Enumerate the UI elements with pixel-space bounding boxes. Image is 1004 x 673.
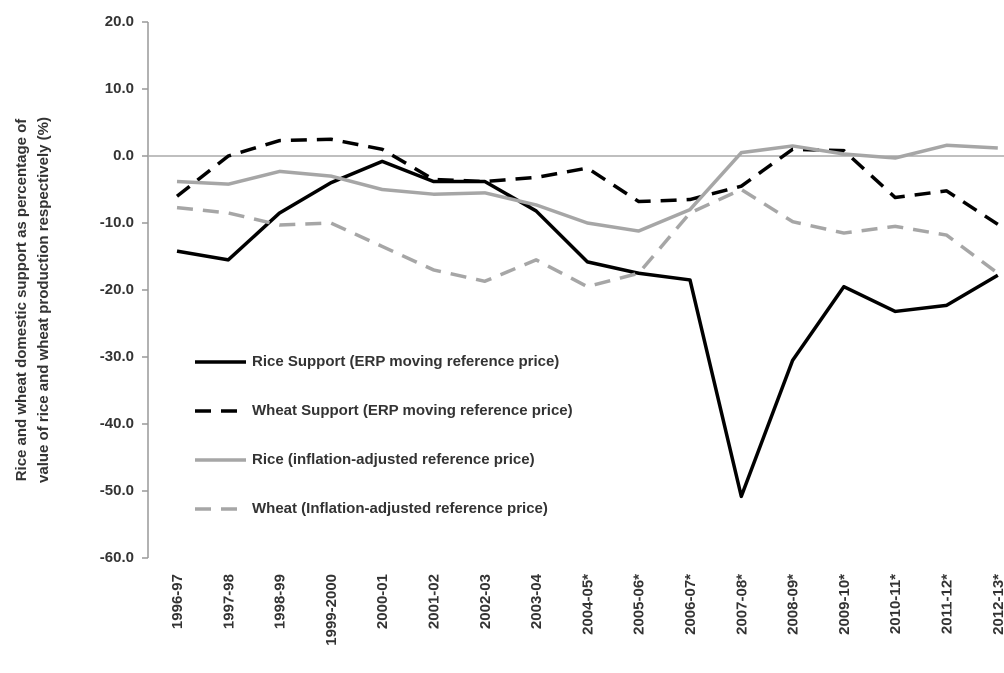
- x-tick-label: 2009-10*: [836, 574, 853, 635]
- x-tick-label: 2007-08*: [733, 574, 750, 635]
- y-tick-label: -40.0: [100, 415, 134, 432]
- series-line: [175, 137, 999, 226]
- x-tick-label: 2011-12*: [938, 574, 955, 634]
- x-tick-label: 2003-04: [528, 573, 545, 629]
- x-tick-label: 1996-97: [169, 574, 186, 629]
- y-tick-label: 10.0: [105, 80, 134, 97]
- series-line: [176, 159, 999, 499]
- y-tick-label: -20.0: [100, 281, 134, 298]
- x-tick-label: 2004-05*: [579, 574, 596, 635]
- series-line: [176, 143, 998, 233]
- y-tick-label: -30.0: [100, 348, 134, 365]
- legend-label: Wheat (Inflation-adjusted reference pric…: [252, 500, 548, 517]
- x-tick-label: 2012-13*: [990, 574, 1004, 635]
- x-tick-label: 2008-09*: [785, 574, 802, 635]
- x-tick-label: 1998-99: [272, 574, 289, 629]
- x-tick-label: 2006-07*: [682, 574, 699, 635]
- y-tick-label: -50.0: [100, 482, 134, 499]
- x-tick-label: 2000-01: [374, 574, 391, 629]
- x-tick-label: 1999-2000: [323, 574, 340, 646]
- y-axis-label: value of rice and wheat production respe…: [35, 117, 52, 483]
- y-tick-label: -60.0: [100, 549, 134, 566]
- y-tick-label: 20.0: [105, 13, 134, 30]
- legend-label: Rice Support (ERP moving reference price…: [252, 353, 560, 370]
- x-tick-label: 2001-02: [425, 574, 442, 629]
- x-tick-label: 1997-98: [220, 574, 237, 629]
- x-tick-label: 2005-06*: [631, 574, 648, 635]
- legend-label: Rice (inflation-adjusted reference price…: [252, 451, 535, 468]
- y-tick-label: -10.0: [100, 214, 134, 231]
- y-axis-label: Rice and wheat domestic support as perce…: [13, 118, 30, 482]
- y-tick-label: 0.0: [113, 147, 134, 164]
- x-tick-label: 2002-03: [477, 574, 494, 629]
- series-line: [176, 187, 999, 289]
- legend-label: Wheat Support (ERP moving reference pric…: [252, 402, 573, 419]
- x-tick-label: 2010-11*: [887, 574, 904, 634]
